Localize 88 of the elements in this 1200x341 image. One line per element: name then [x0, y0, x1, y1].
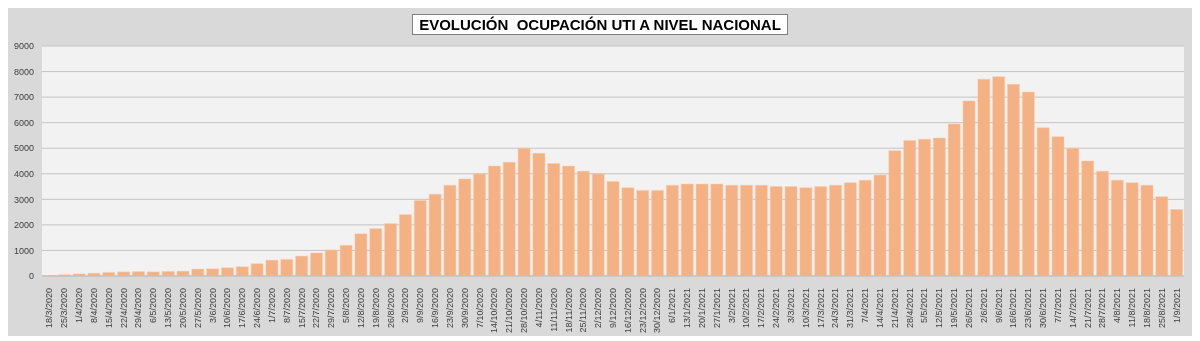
x-tick-label: 29/4/2020 — [133, 288, 144, 329]
x-tick-label: 14/4/2021 — [874, 288, 885, 329]
x-tick-label: 1/7/2020 — [266, 288, 277, 324]
x-tick-label: 8/7/2020 — [281, 288, 292, 324]
x-tick-label: 24/2/2021 — [771, 288, 782, 329]
x-tick-label: 12/5/2021 — [934, 288, 945, 329]
x-tick-label: 7/4/2021 — [860, 288, 871, 324]
x-tick-label: 16/12/2020 — [622, 288, 633, 334]
chart-title: EVOLUCIÓN OCUPACIÓN UTI A NIVEL NACIONAL — [412, 14, 788, 35]
x-tick-label: 22/7/2020 — [311, 288, 322, 329]
x-tick-label: 27/1/2021 — [711, 288, 722, 329]
x-tick-label: 23/12/2020 — [637, 288, 648, 334]
x-tick-label: 30/9/2020 — [459, 288, 470, 329]
x-tick-label: 9/9/2020 — [415, 288, 426, 324]
x-tick-label: 11/11/2020 — [548, 288, 559, 332]
x-tick-label: 10/6/2020 — [222, 288, 233, 329]
x-tick-label: 9/6/2021 — [993, 288, 1004, 324]
x-tick-label: 19/5/2021 — [949, 288, 960, 329]
x-tick-label: 28/4/2021 — [904, 288, 915, 329]
x-tick-label: 10/2/2021 — [741, 288, 752, 329]
x-tick-label: 17/6/2020 — [237, 288, 248, 329]
x-tick-label: 28/10/2020 — [519, 288, 530, 334]
x-tick-label: 2/12/2020 — [593, 288, 604, 329]
x-tick-label: 2/6/2021 — [978, 288, 989, 324]
x-tick-label: 9/12/2020 — [608, 288, 618, 329]
x-tick-label: 12/8/2020 — [355, 288, 366, 329]
x-tick-label: 29/7/2020 — [326, 288, 337, 329]
x-tick-label: 14/10/2020 — [489, 288, 500, 334]
x-tick-label: 30/12/2020 — [652, 288, 663, 334]
x-tick-label: 6/1/2021 — [667, 288, 678, 324]
x-tick-label: 17/2/2021 — [756, 288, 767, 329]
x-tick-label: 7/7/2021 — [1052, 288, 1063, 324]
x-tick-label: 15/4/2020 — [103, 288, 114, 329]
x-tick-label: 21/7/2021 — [1082, 288, 1093, 329]
y-tick-label: 9000 — [13, 41, 34, 52]
y-tick-label: 6000 — [13, 117, 34, 128]
y-tick-label: 5000 — [13, 143, 34, 154]
x-tick-label: 2/9/2020 — [400, 288, 411, 324]
x-tick-label: 25/3/2020 — [59, 288, 70, 329]
x-tick-label: 16/6/2021 — [1008, 288, 1019, 329]
x-tick-label: 17/3/2021 — [815, 288, 826, 329]
y-tick-label: 1000 — [13, 245, 34, 256]
x-tick-label: 1/9/2021 — [1171, 288, 1182, 324]
x-tick-label: 3/6/2020 — [207, 288, 218, 324]
x-tick-label: 7/10/2020 — [474, 288, 485, 329]
y-tick-label: 2000 — [13, 220, 34, 231]
x-tick-label: 18/3/2020 — [44, 288, 55, 329]
x-tick-label: 21/4/2021 — [889, 288, 900, 329]
x-tick-label: 3/2/2021 — [726, 288, 737, 324]
x-tick-label: 16/9/2020 — [430, 288, 441, 329]
x-tick-label: 28/7/2021 — [1097, 288, 1108, 329]
x-tick-label: 8/4/2020 — [88, 288, 99, 324]
x-tick-label: 5/5/2021 — [919, 288, 930, 324]
x-tick-label: 3/3/2021 — [785, 288, 796, 324]
x-tick-label: 20/5/2020 — [177, 288, 188, 329]
x-tick-label: 20/1/2021 — [696, 288, 707, 329]
x-tick-label: 4/8/2021 — [1112, 288, 1123, 324]
y-tick-label: 8000 — [13, 66, 34, 77]
x-tick-label: 4/11/2020 — [533, 288, 544, 328]
y-tick-label: 0 — [28, 271, 34, 282]
x-tick-label: 25/11/2020 — [578, 288, 589, 333]
x-tick-label: 31/3/2021 — [845, 288, 856, 329]
x-tick-label: 23/9/2020 — [444, 288, 455, 329]
x-tick-label: 13/1/2021 — [682, 288, 693, 329]
x-tick-label: 14/7/2021 — [1067, 288, 1078, 329]
x-tick-label: 10/3/2021 — [800, 288, 811, 329]
x-tick-label: 5/8/2020 — [341, 288, 352, 324]
x-tick-label: 22/4/2020 — [118, 288, 129, 329]
x-tick-label: 18/11/2020 — [563, 288, 574, 333]
y-tick-label: 7000 — [13, 92, 34, 103]
x-tick-label: 30/6/2021 — [1038, 288, 1049, 329]
x-tick-label: 18/8/2021 — [1141, 288, 1152, 329]
x-tick-label: 26/5/2021 — [963, 288, 974, 329]
x-tick-label: 27/5/2020 — [192, 288, 203, 329]
x-tick-label: 23/6/2021 — [1023, 288, 1034, 329]
x-tick-label: 13/5/2020 — [163, 288, 174, 329]
x-tick-label: 24/6/2020 — [252, 288, 263, 329]
x-tick-label: 19/8/2020 — [370, 288, 381, 329]
x-tick-label: 15/7/2020 — [296, 288, 307, 329]
x-tick-label: 24/3/2021 — [830, 288, 841, 329]
y-tick-label: 4000 — [13, 168, 34, 179]
x-tick-label: 11/8/2021 — [1127, 288, 1138, 328]
x-tick-label: 25/8/2021 — [1156, 288, 1167, 329]
y-tick-label: 3000 — [13, 194, 34, 205]
x-tick-label: 21/10/2020 — [504, 288, 515, 334]
x-tick-label: 1/4/2020 — [74, 288, 85, 324]
x-tick-label: 6/5/2020 — [148, 288, 159, 324]
x-tick-label: 26/8/2020 — [385, 288, 396, 329]
